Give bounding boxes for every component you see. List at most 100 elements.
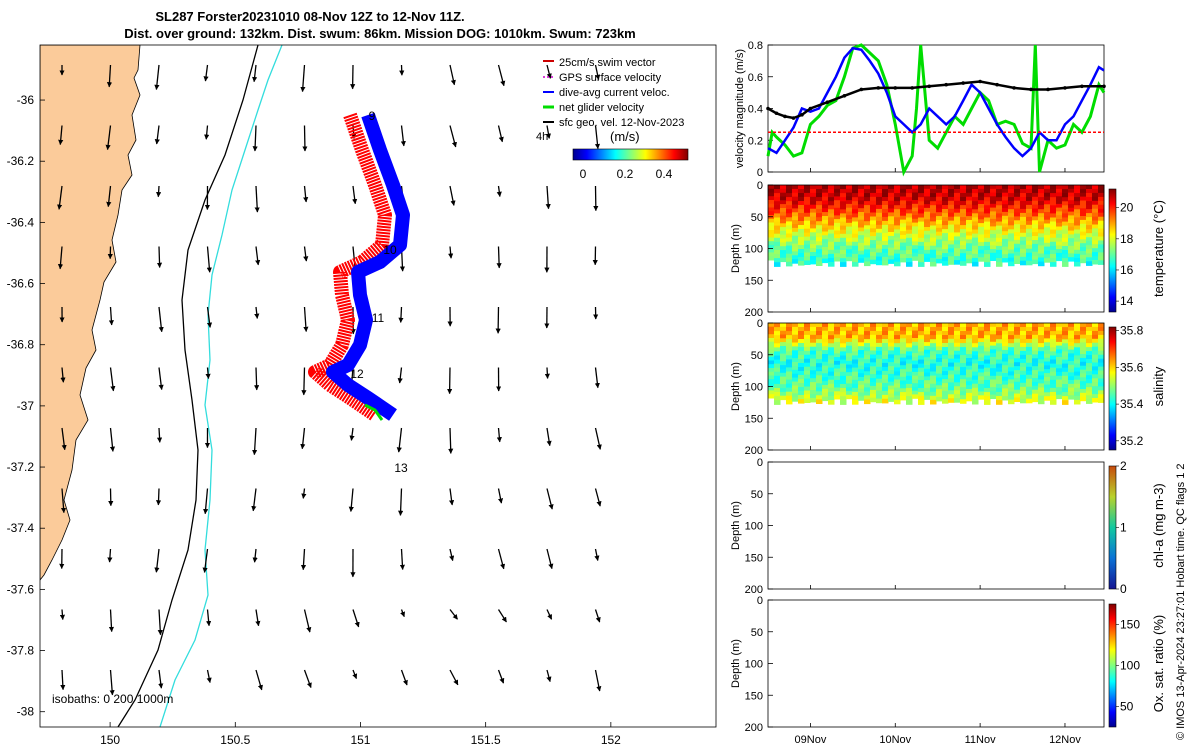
profile-cell xyxy=(774,225,781,231)
profile-cell xyxy=(1044,357,1051,363)
profile-cell xyxy=(804,260,811,265)
profile-cell xyxy=(1056,372,1063,377)
profile-cell xyxy=(936,251,943,256)
profile-cell xyxy=(798,339,805,344)
profile-cell xyxy=(948,232,955,238)
profile-cell xyxy=(960,399,967,404)
profile-cell xyxy=(804,398,811,403)
profile-cell xyxy=(1068,226,1075,232)
profile-cell xyxy=(834,200,841,205)
profile-cell xyxy=(1086,185,1093,190)
profile-cell xyxy=(828,241,835,247)
profile-cell xyxy=(906,371,913,377)
profile-cell xyxy=(894,371,901,376)
profile-cell xyxy=(972,387,979,393)
profile-cell xyxy=(852,400,859,405)
profile-cell xyxy=(900,384,907,389)
profile-cell xyxy=(1038,383,1045,388)
profile-cell xyxy=(1068,334,1075,339)
profile-cell xyxy=(810,397,817,403)
profile-cell xyxy=(906,209,913,215)
profile-cell xyxy=(990,211,997,216)
profile-cell xyxy=(768,233,775,238)
profile-cell xyxy=(1068,211,1075,216)
profile-cell xyxy=(894,391,901,397)
geo-vector-arrow xyxy=(397,367,403,384)
profile-cell xyxy=(774,254,781,259)
profile-cell xyxy=(792,338,799,344)
profile-cell xyxy=(960,335,967,340)
profile-cell xyxy=(840,185,847,190)
profile-cell xyxy=(1098,346,1105,352)
profile-cell xyxy=(1062,205,1069,210)
profile-cell xyxy=(858,392,865,397)
profile-cell xyxy=(780,338,787,343)
profile-cell xyxy=(1032,188,1039,194)
profile-cell xyxy=(888,259,895,264)
geo-vector-arrow xyxy=(545,185,551,210)
profile-cell xyxy=(768,371,775,376)
profile-cell xyxy=(864,241,871,246)
profile-cell xyxy=(990,185,997,190)
profile-cell xyxy=(954,244,961,249)
day-label: 11 xyxy=(372,311,385,325)
profile-cell xyxy=(1068,238,1075,243)
profile-cell xyxy=(1092,220,1099,225)
profile-cell xyxy=(954,358,961,364)
profile-cell xyxy=(804,220,811,226)
profile-cell xyxy=(768,386,775,391)
profile-cell xyxy=(876,260,883,266)
profile-cell xyxy=(912,237,919,242)
profile-cell xyxy=(1080,338,1087,343)
profile-cell xyxy=(1026,185,1033,190)
profile-ytick-label: 200 xyxy=(745,307,763,319)
geo-vector-arrow xyxy=(255,246,261,266)
profile-cell xyxy=(1014,228,1021,233)
profile-cell xyxy=(972,209,979,214)
profile-cell xyxy=(1026,370,1033,376)
profile-cell xyxy=(792,326,799,332)
profile-cell xyxy=(1032,200,1039,206)
profile-cell xyxy=(942,201,949,206)
profile-cell xyxy=(918,343,925,348)
profile-cell xyxy=(954,196,961,202)
profile-cell xyxy=(786,237,793,243)
profile-cell xyxy=(1056,245,1063,250)
profile-cell xyxy=(1080,239,1087,244)
profile-cell xyxy=(1092,196,1099,202)
profile-cell xyxy=(1038,217,1045,222)
profile-cell xyxy=(990,222,997,228)
profile-cell xyxy=(930,359,937,364)
profile-cell xyxy=(948,189,955,194)
vel-ylabel: velocity magnitude (m/s) xyxy=(734,49,746,168)
profile-cell xyxy=(1038,261,1045,267)
profile-cell xyxy=(1014,330,1021,336)
profile-cell xyxy=(1062,250,1069,255)
profile-cell xyxy=(1062,351,1069,357)
profile-cell xyxy=(852,363,859,369)
profile-cell xyxy=(954,228,961,234)
profile-cell xyxy=(870,393,877,399)
profile-cell xyxy=(816,347,823,352)
profile-cell xyxy=(1080,216,1087,221)
profile-cell xyxy=(792,235,799,241)
profile-cell xyxy=(1062,363,1069,369)
profile-cell xyxy=(810,330,817,336)
profile-cell xyxy=(864,229,871,234)
profile-cell xyxy=(1008,241,1015,246)
profile-cell xyxy=(990,237,997,243)
geo-vector-arrow xyxy=(594,64,601,81)
map-xtick-label: 150 xyxy=(100,733,120,747)
profile-cell xyxy=(990,356,997,362)
profile-cell xyxy=(858,334,865,340)
profile-cell xyxy=(876,350,883,356)
profile-cell xyxy=(852,217,859,223)
profile-cell xyxy=(786,367,793,372)
profile-cell xyxy=(948,358,955,364)
profile-cell xyxy=(786,225,793,230)
profile-cell xyxy=(786,201,793,206)
profile-cell xyxy=(1044,200,1051,205)
profile-cell xyxy=(888,354,895,359)
profile-cell xyxy=(1002,188,1009,194)
profile-cell xyxy=(1074,395,1081,401)
